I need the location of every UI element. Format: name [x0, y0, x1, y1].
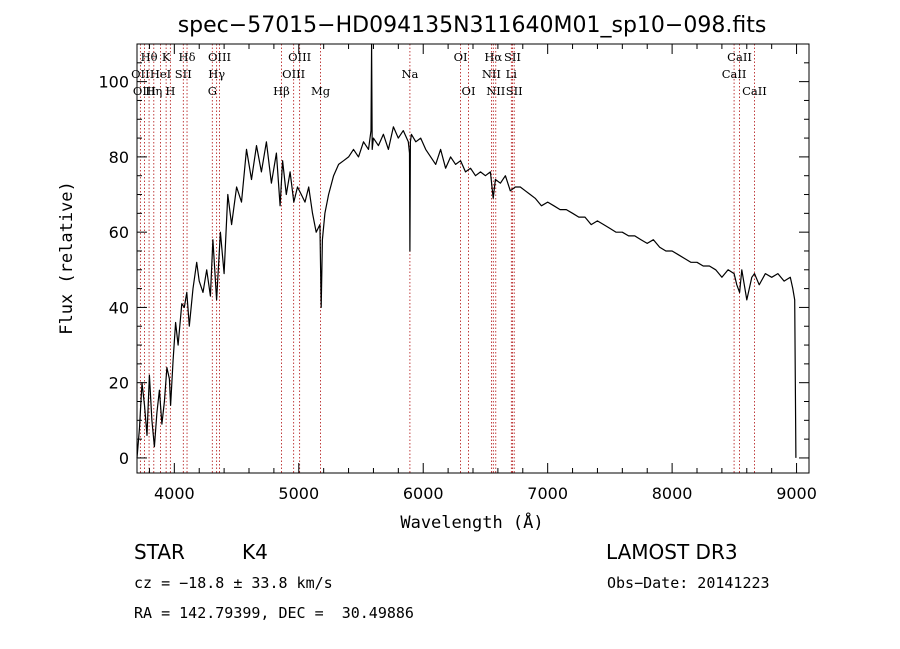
y-axis-title: Flux (relative)	[57, 181, 77, 335]
y-tick-label: 80	[109, 148, 129, 167]
spectral-line-label: OIII	[208, 50, 231, 64]
object-subclass: K4	[242, 540, 268, 564]
spectral-line-label: Hη	[145, 84, 162, 98]
spectral-line-label: OIII	[282, 67, 305, 81]
x-axis-title: Wavelength (Å)	[400, 511, 543, 533]
spectral-line-label: Li	[506, 67, 518, 81]
y-tick-label: 40	[109, 298, 129, 317]
spectral-line-label: HeI	[150, 67, 171, 81]
redshift-velocity: cz = −18.8 ± 33.8 km/s	[134, 574, 333, 592]
spectral-line-label: OIII	[288, 50, 311, 64]
y-tick-label: 60	[109, 223, 129, 242]
y-tick-label: 0	[119, 449, 129, 468]
coordinates: RA = 142.79399, DEC = 30.49886	[134, 604, 414, 622]
spectral-line-label: OI	[454, 50, 468, 64]
spectral-line-label: Na	[401, 67, 418, 81]
x-tick-label: 6000	[403, 484, 444, 503]
x-axis: 4000 5000 6000 7000 8000 9000	[148, 44, 817, 503]
x-tick-label: 9000	[776, 484, 817, 503]
spectrum-series	[136, 43, 797, 458]
spectral-line-label: OII	[131, 67, 150, 81]
x-tick-label: 5000	[278, 484, 319, 503]
spectral-line-label: Hγ	[208, 67, 225, 81]
spectral-line-label: OI	[462, 84, 476, 98]
x-tick-label: 7000	[527, 484, 568, 503]
x-tick-label: 4000	[154, 484, 195, 503]
spectral-line-label: Hθ	[141, 50, 158, 64]
chart-title: spec−57015−HD094135N311640M01_sp10−098.f…	[178, 13, 767, 38]
x-tick-label: 8000	[652, 484, 693, 503]
survey-name: LAMOST DR3	[606, 540, 738, 564]
y-tick-label: 100	[98, 73, 129, 92]
spectral-line-label: CaII	[727, 50, 752, 64]
spectral-line-label: CaII	[742, 84, 767, 98]
spectral-line-label: SII	[175, 67, 192, 81]
spectral-line-label: NII	[482, 67, 501, 81]
spectral-line-label: H	[165, 84, 175, 98]
spectral-line-label: Hα	[484, 50, 502, 64]
spectral-line-label: G	[208, 84, 217, 98]
spectral-line-label: OIII	[133, 84, 156, 98]
spectral-line-label: Mg	[311, 84, 331, 98]
spectral-line-label: K	[162, 50, 171, 64]
spectral-line-label: NII	[486, 84, 505, 98]
y-tick-label: 20	[109, 374, 129, 393]
object-class: STAR	[134, 540, 185, 564]
y-axis: 0 20 40 60 80 100	[98, 62, 809, 468]
spectral-line-markers	[139, 44, 755, 473]
observation-date: Obs−Date: 20141223	[607, 574, 770, 592]
spectrum-line	[136, 43, 797, 458]
spectral-line-label: SII	[506, 84, 523, 98]
spectral-line-label: Hδ	[179, 50, 196, 64]
plot-frame	[136, 43, 810, 474]
spectral-line-label: CaII	[722, 67, 747, 81]
spectral-line-label: Hβ	[273, 84, 290, 98]
spectral-line-label: SII	[504, 50, 521, 64]
